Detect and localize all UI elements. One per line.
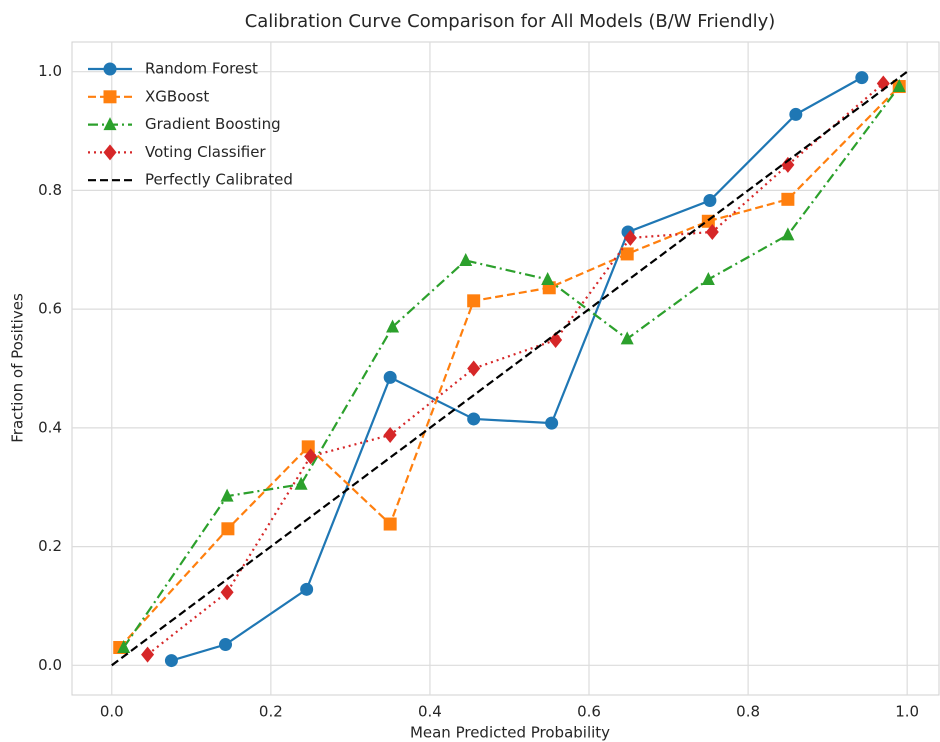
- x-tick-label: 0.2: [259, 703, 283, 721]
- x-tick-label: 0.0: [100, 703, 124, 721]
- marker: [620, 331, 634, 345]
- marker: [103, 62, 117, 76]
- marker: [789, 107, 803, 121]
- marker: [781, 192, 795, 206]
- marker: [383, 370, 397, 384]
- marker: [892, 79, 906, 93]
- marker: [221, 522, 235, 536]
- y-tick-label: 1.0: [38, 62, 62, 80]
- marker: [386, 319, 400, 333]
- y-tick-label: 0.2: [38, 537, 62, 555]
- marker: [467, 360, 481, 377]
- marker: [620, 247, 634, 261]
- marker: [103, 90, 117, 104]
- marker: [545, 416, 559, 430]
- marker: [294, 476, 308, 490]
- marker: [705, 223, 719, 240]
- legend-label: Gradient Boosting: [145, 115, 281, 133]
- series-line: [111, 70, 908, 667]
- y-tick-label: 0.0: [38, 656, 62, 674]
- marker: [117, 640, 131, 654]
- marker: [541, 271, 555, 285]
- marker: [219, 638, 233, 652]
- x-tick-label: 0.4: [418, 703, 442, 721]
- marker: [549, 332, 563, 349]
- y-tick-label: 0.4: [38, 418, 62, 436]
- marker: [781, 156, 795, 173]
- series-line: [118, 85, 901, 649]
- marker: [467, 412, 481, 426]
- x-tick-label: 0.6: [577, 703, 601, 721]
- series-line: [146, 82, 885, 656]
- marker: [855, 71, 869, 85]
- y-axis-label: Fraction of Positives: [9, 293, 27, 443]
- marker: [459, 252, 473, 266]
- marker: [220, 488, 234, 502]
- series-line: [171, 76, 863, 662]
- series-line: [122, 85, 901, 649]
- legend-label: Perfectly Calibrated: [145, 171, 293, 189]
- x-axis-label: Mean Predicted Probability: [410, 724, 610, 742]
- marker: [304, 448, 318, 465]
- legend-label: Voting Classifier: [145, 143, 266, 161]
- marker: [300, 582, 314, 596]
- marker: [781, 227, 795, 241]
- marker: [141, 646, 155, 663]
- plot-area: [71, 41, 940, 696]
- marker: [103, 144, 117, 161]
- x-tick-label: 0.8: [736, 703, 760, 721]
- marker: [383, 426, 397, 443]
- legend-label: XGBoost: [145, 87, 209, 105]
- marker: [164, 654, 178, 668]
- marker: [623, 229, 637, 246]
- marker: [103, 117, 117, 131]
- marker: [220, 584, 234, 601]
- y-tick-label: 0.8: [38, 181, 62, 199]
- legend-label: Random Forest: [145, 60, 258, 78]
- marker: [703, 194, 717, 208]
- x-tick-label: 1.0: [895, 703, 919, 721]
- marker: [701, 271, 715, 285]
- marker: [467, 294, 481, 308]
- marker: [383, 517, 397, 531]
- chart-title: Calibration Curve Comparison for All Mod…: [245, 11, 776, 32]
- y-tick-label: 0.6: [38, 300, 62, 318]
